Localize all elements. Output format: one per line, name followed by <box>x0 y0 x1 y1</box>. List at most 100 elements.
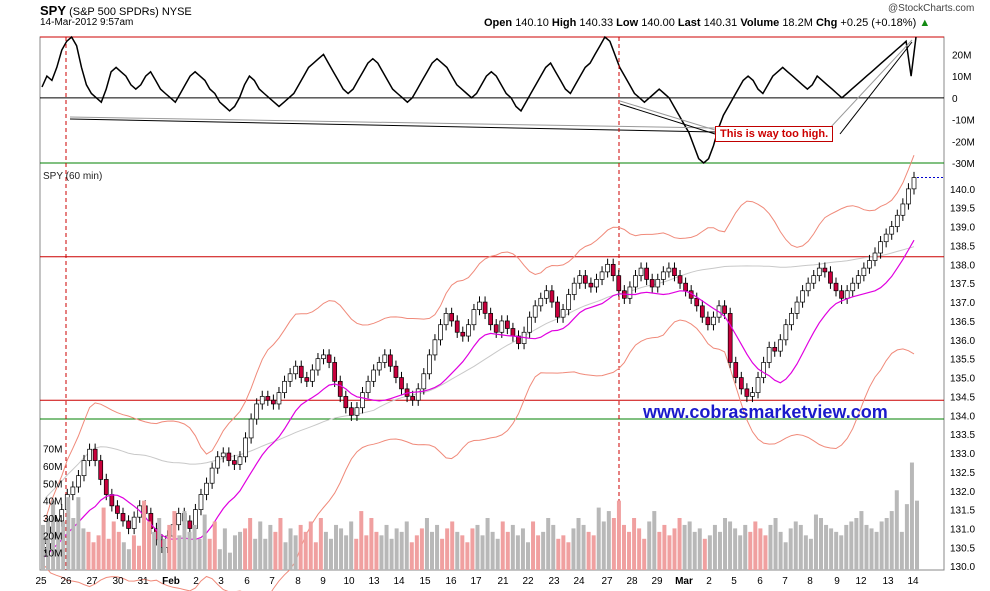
candle-body <box>516 335 521 344</box>
candle-body <box>883 233 889 243</box>
volume-bar <box>803 535 808 570</box>
candle-body <box>861 267 867 277</box>
candle-body <box>410 396 416 401</box>
volume-bar <box>248 518 253 570</box>
x-tick-label: 9 <box>320 576 326 587</box>
candle-body <box>555 301 560 318</box>
osc-ytick-label: -10M <box>952 116 975 127</box>
x-tick-label: 9 <box>834 576 840 587</box>
volume-bar <box>510 524 515 570</box>
candle-body <box>443 313 449 326</box>
annotation-callout: This is way too high. <box>715 126 834 142</box>
volume-bar <box>318 518 323 570</box>
volume-bar <box>480 535 485 570</box>
volume-bar <box>96 535 101 570</box>
candle-body <box>120 513 126 522</box>
volume-bar <box>455 531 460 570</box>
exchange: NYSE <box>161 6 192 18</box>
candle-body <box>850 282 856 292</box>
price-ytick-label: 134.0 <box>950 411 975 422</box>
volume-bar <box>591 535 596 570</box>
x-tick-label: 6 <box>244 576 250 587</box>
x-tick-label: 2 <box>706 576 712 587</box>
price-panel-label: SPY (60 min) <box>43 171 103 182</box>
volume-bar <box>147 521 152 570</box>
candle-body <box>627 286 633 299</box>
candle-body <box>872 252 878 261</box>
annotation-pointer-line <box>829 39 913 129</box>
axes: 25 26 27 30 31 Feb 2 3 6 7 8 9 10 13 14 15 16 17 21 22 23 24 2… <box>35 576 919 587</box>
volume-bar <box>339 528 344 570</box>
volume-bar <box>505 531 510 570</box>
volume-bar <box>687 521 692 570</box>
volume-bar <box>152 531 157 570</box>
candle-body <box>399 377 404 390</box>
x-tick-label: 5 <box>731 576 737 587</box>
annotation-pointer-line <box>619 103 716 135</box>
candle-body <box>198 494 204 510</box>
volume-bar <box>56 521 61 570</box>
candle-body <box>794 301 800 314</box>
volume-bar <box>859 511 864 570</box>
volume-bar <box>121 542 126 570</box>
volume-bar <box>298 524 303 570</box>
volume-bar <box>819 518 824 570</box>
candle-body <box>365 380 371 393</box>
candle-body <box>900 203 906 216</box>
candle-body <box>844 290 850 299</box>
volume-bar <box>182 511 187 570</box>
volume-bar <box>177 535 182 570</box>
candle-body <box>343 396 349 409</box>
candle-body <box>911 177 917 190</box>
x-tick-label: Mar <box>675 576 693 587</box>
volume-bar <box>227 552 232 570</box>
candle-body <box>711 316 716 326</box>
candle-body <box>906 188 911 205</box>
chg-value: +0.25 (+0.18%) <box>840 17 917 29</box>
volume-bar <box>682 524 687 570</box>
candle-body <box>677 275 683 284</box>
x-tick-label: 17 <box>470 576 482 587</box>
volume-bar <box>369 518 374 570</box>
volume-ytick-label: 40M <box>43 497 62 508</box>
x-tick-label: 8 <box>807 576 813 587</box>
candle-body <box>789 313 794 326</box>
volume-bar <box>642 538 647 570</box>
volume-bar <box>854 518 859 570</box>
candle-body <box>466 324 471 337</box>
candle-body <box>421 373 427 390</box>
candle-body <box>254 403 260 420</box>
candle-body <box>761 362 766 378</box>
volume-bar <box>586 531 591 570</box>
candle-body <box>889 226 895 235</box>
candle-body <box>811 275 817 284</box>
candle-body <box>610 263 616 277</box>
volume-bar <box>192 524 197 570</box>
volume-bar <box>374 531 379 570</box>
volume-bar <box>485 518 490 570</box>
candle-body <box>337 380 343 397</box>
candle-body <box>722 305 727 314</box>
candle-body <box>315 358 321 371</box>
x-tick-label: 2 <box>193 576 199 587</box>
volume-bar <box>389 538 394 570</box>
volume-bar <box>829 528 834 570</box>
candle-body <box>538 297 544 307</box>
volume-panel: 70M 60M 50M 40M 30M 20M 10M <box>41 445 919 570</box>
candle-body <box>126 520 131 529</box>
candle-body <box>705 316 711 326</box>
x-tick-label: 6 <box>757 576 763 587</box>
annotation-pointer-line <box>69 116 716 129</box>
volume-bar <box>566 542 571 570</box>
bollinger-upper-line <box>44 155 915 522</box>
volume-bar <box>748 531 753 570</box>
volume-bar <box>116 531 121 570</box>
osc-line <box>41 35 917 164</box>
volume-bar <box>672 528 677 570</box>
volume-bar <box>308 521 313 570</box>
volume-bar <box>394 528 399 570</box>
volume-bar <box>692 531 697 570</box>
candle-body <box>867 260 872 269</box>
candle-body <box>543 290 549 299</box>
volume-bar <box>207 538 212 570</box>
